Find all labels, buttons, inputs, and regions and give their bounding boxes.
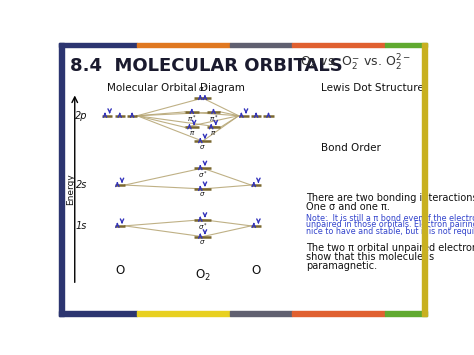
Bar xyxy=(137,311,230,316)
Text: $\sigma$: $\sigma$ xyxy=(200,143,206,151)
Text: $\sigma^*$: $\sigma^*$ xyxy=(198,221,208,233)
Text: unpaired in those orbitals. Electron pairing is: unpaired in those orbitals. Electron pai… xyxy=(306,220,474,229)
Text: nice to have and stable, but it is not required.: nice to have and stable, but it is not r… xyxy=(306,228,474,236)
Text: 2p: 2p xyxy=(74,111,87,121)
Bar xyxy=(59,311,137,316)
Text: paramagnetic.: paramagnetic. xyxy=(306,261,377,271)
Bar xyxy=(230,43,292,47)
Text: $\pi^*$: $\pi^*$ xyxy=(187,114,197,125)
Bar xyxy=(292,43,385,47)
Text: $\pi$: $\pi$ xyxy=(210,129,217,137)
Bar xyxy=(385,311,427,316)
Text: Bond Order: Bond Order xyxy=(321,143,381,153)
Bar xyxy=(59,43,64,316)
Text: O$_2$ vs. O$_2^{-}$ vs. O$_2^{2-}$: O$_2$ vs. O$_2^{-}$ vs. O$_2^{2-}$ xyxy=(300,53,410,73)
Text: $\sigma$: $\sigma$ xyxy=(200,238,206,246)
Text: Lewis Dot Structure: Lewis Dot Structure xyxy=(321,83,424,93)
Bar xyxy=(230,311,292,316)
Bar xyxy=(59,43,137,47)
Text: O: O xyxy=(252,264,261,277)
Text: $\sigma^*$: $\sigma^*$ xyxy=(198,84,208,95)
Bar xyxy=(292,311,385,316)
Bar xyxy=(385,43,427,47)
Bar xyxy=(422,43,427,316)
Text: show that this molecule is: show that this molecule is xyxy=(306,252,434,262)
Text: $\sigma^*$: $\sigma^*$ xyxy=(198,170,208,181)
Text: Energy: Energy xyxy=(66,173,75,205)
Text: The two π orbital unpaired electrons: The two π orbital unpaired electrons xyxy=(306,243,474,253)
Text: O$_2$: O$_2$ xyxy=(195,267,210,283)
Text: Note:  It is still a π bond even if the electrons are: Note: It is still a π bond even if the e… xyxy=(306,214,474,223)
Text: $\pi$: $\pi$ xyxy=(189,129,195,137)
Text: $\pi^*$: $\pi^*$ xyxy=(209,114,219,125)
Text: One σ and one π.: One σ and one π. xyxy=(306,202,390,212)
Text: There are two bonding interactions.: There are two bonding interactions. xyxy=(306,193,474,203)
Text: Molecular Orbital Diagram: Molecular Orbital Diagram xyxy=(107,83,245,93)
Text: $\sigma$: $\sigma$ xyxy=(200,190,206,198)
Text: 8.4  MOLECULAR ORBITALS: 8.4 MOLECULAR ORBITALS xyxy=(70,57,343,75)
Bar xyxy=(137,43,230,47)
Text: 2s: 2s xyxy=(76,180,87,190)
Text: O: O xyxy=(115,264,124,277)
Text: 1s: 1s xyxy=(76,221,87,231)
